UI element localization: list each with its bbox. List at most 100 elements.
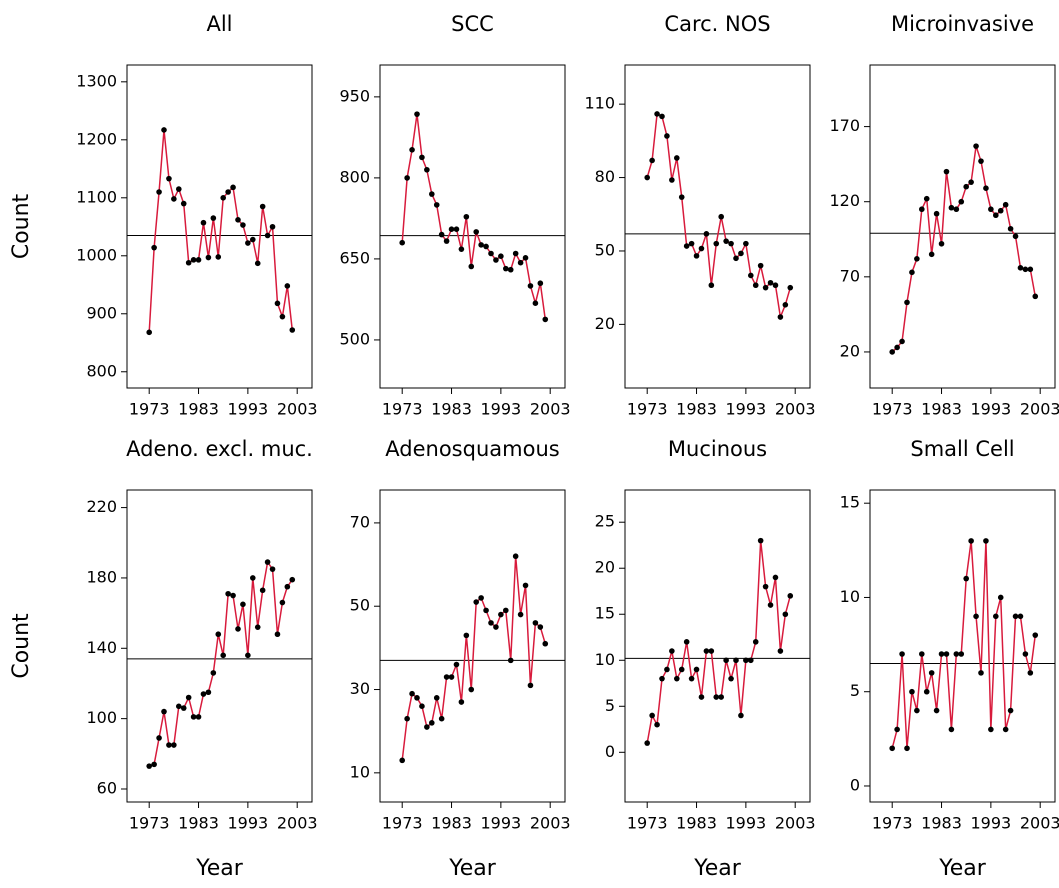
data-point [503,265,509,272]
data-point [146,763,152,769]
data-point [220,194,226,201]
data-point [963,575,969,582]
chart-title: SCC [451,12,494,36]
data-point [279,313,286,320]
data-point [1027,266,1034,273]
data-point [517,611,524,618]
data-point [443,674,450,680]
data-point [919,651,925,657]
data-point [488,620,494,626]
data-point [899,338,905,345]
y-tick-label: 20 [840,341,860,360]
data-point [777,648,784,654]
data-point [899,651,905,657]
data-point [284,583,291,590]
data-point [943,168,950,175]
data-point [713,240,720,247]
data-point [230,592,236,599]
y-tick-label: 20 [595,314,615,333]
data-point [176,186,182,192]
y-tick-label: 170 [829,116,860,135]
data-point [983,185,989,191]
data-point [180,705,187,711]
data-point [507,266,514,273]
y-tick-label: 900 [86,303,117,322]
data-point [498,253,504,260]
y-tick-label: 70 [840,266,860,285]
data-point [767,279,774,286]
x-axis-label: Year [938,856,987,881]
x-tick-label: 1973 [872,400,913,419]
data-point [688,675,695,682]
data-point [752,639,759,645]
data-point [693,253,700,259]
data-point [433,202,440,208]
data-point [772,282,779,289]
data-point [1022,651,1029,657]
series-line [891,540,1037,749]
x-tick-label: 1983 [178,400,219,419]
data-point [458,699,465,705]
data-point [473,599,480,605]
y-tick-label: 50 [350,596,370,615]
data-point [527,682,534,689]
data-point [733,657,739,664]
y-tick-label: 10 [840,587,860,606]
data-point [205,254,212,261]
data-point [522,582,529,589]
data-point [948,726,955,733]
data-point [904,745,910,752]
data-point [654,111,660,117]
x-tick-label: 1983 [431,400,472,419]
data-point [424,166,430,173]
x-tick-label: 1993 [228,400,269,419]
plot-frame [624,489,811,803]
data-point [190,714,197,720]
y-tick-label: 950 [339,86,370,105]
data-point [997,594,1004,601]
data-point [919,206,925,213]
data-point [483,243,489,250]
data-point [1032,632,1039,638]
data-point [723,238,729,244]
data-point [424,724,430,730]
data-point [923,195,930,202]
data-point [718,213,724,220]
y-tick-label: 10 [595,650,615,669]
x-tick-label: 2003 [1020,814,1059,833]
data-point [659,675,665,682]
x-tick-label: 2003 [775,814,816,833]
x-tick-label: 1983 [921,400,962,419]
y-tick-label: 1300 [76,71,117,90]
y-tick-label: 20 [595,558,615,577]
data-point [274,631,281,638]
data-point [478,595,484,601]
data-point [215,254,222,260]
data-point [688,240,695,247]
y-tick-label: 25 [595,512,615,531]
data-point [948,204,955,211]
data-point [674,675,680,682]
data-point [748,657,754,664]
data-point [220,652,226,659]
data-point [678,194,685,200]
data-point [1017,265,1024,271]
plot-frame [126,489,313,803]
data-point [698,245,705,252]
data-point [787,284,794,291]
data-point [983,538,989,544]
data-point [988,726,994,733]
data-point [743,240,749,247]
y-tick-label: 5 [850,681,860,700]
data-point [250,236,256,243]
data-point [419,703,425,709]
data-point [894,344,900,351]
data-point [703,231,710,237]
plot-frame [379,64,566,389]
data-point [1007,225,1014,232]
y-axis-label: Count [9,193,34,259]
x-tick-label: 1973 [382,400,423,419]
data-point [683,639,690,645]
y-tick-label: 0 [605,742,615,761]
